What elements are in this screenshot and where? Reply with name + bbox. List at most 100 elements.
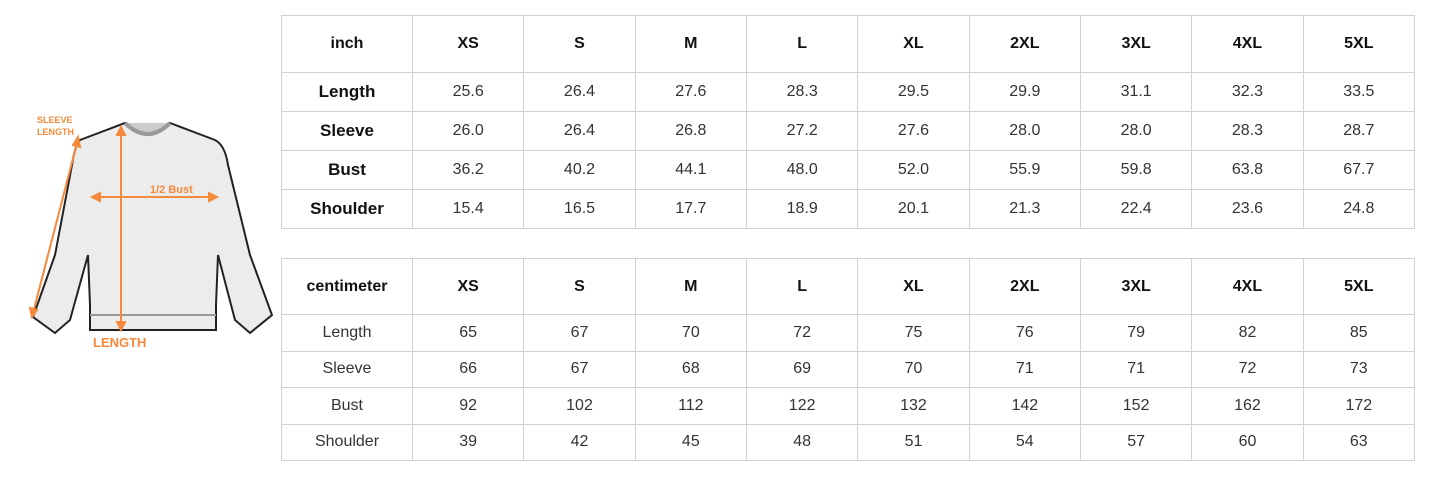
size-header: S (523, 15, 636, 73)
table-cell: 66 (411, 350, 525, 388)
size-header: XS (411, 15, 525, 73)
sweater-diagram: SLEEVE LENGTH 1/2 Bust LENGTH (28, 115, 274, 350)
table-cell: 42 (523, 423, 636, 461)
table-cell: 85 (1302, 314, 1416, 352)
table-cell: 26.4 (523, 72, 636, 112)
size-header: S (523, 258, 636, 315)
length-label: LENGTH (93, 335, 146, 350)
table-cell: 23.6 (1191, 189, 1304, 229)
row-label: Shoulder (281, 189, 413, 229)
table-cell: 73 (1302, 350, 1416, 388)
table-cell: 71 (968, 350, 1081, 388)
table-cell: 24.8 (1302, 189, 1416, 229)
table-cell: 69 (745, 350, 859, 388)
size-header: 3XL (1079, 15, 1193, 73)
table-cell: 26.4 (523, 111, 636, 151)
table-cell: 71 (1079, 350, 1193, 388)
table-cell: 102 (523, 387, 636, 425)
table-cell: 51 (857, 423, 970, 461)
row-label: Length (281, 314, 413, 352)
table-cell: 59.8 (1079, 150, 1193, 190)
size-header: 5XL (1302, 258, 1416, 315)
header-row: centimeter XS S M L XL 2XL 3XL 4XL 5XL (281, 258, 1416, 315)
table-cell: 65 (411, 314, 525, 352)
size-header: XS (411, 258, 525, 315)
table-row: Sleeve 66 67 68 69 70 71 71 72 73 (281, 350, 1416, 388)
table-cell: 40.2 (523, 150, 636, 190)
table-cell: 132 (857, 387, 970, 425)
size-header: L (745, 15, 859, 73)
size-header: 3XL (1079, 258, 1193, 315)
table-cell: 122 (745, 387, 859, 425)
table-cell: 162 (1191, 387, 1304, 425)
table-cell: 18.9 (745, 189, 859, 229)
table-cell: 63 (1302, 423, 1416, 461)
table-row: Sleeve 26.0 26.4 26.8 27.2 27.6 28.0 28.0 28.3 28… (281, 111, 1416, 151)
sweater-icon (31, 121, 274, 335)
table-cell: 20.1 (857, 189, 970, 229)
table-cell: 68 (634, 350, 747, 388)
table-cell: 72 (745, 314, 859, 352)
table-cell: 27.6 (857, 111, 970, 151)
table-cell: 31.1 (1079, 72, 1193, 112)
table-cell: 39 (411, 423, 525, 461)
table-row: Length 65 67 70 72 75 76 79 82 85 (281, 314, 1416, 352)
table-cell: 45 (634, 423, 747, 461)
size-header: 4XL (1191, 258, 1304, 315)
table-cell: 32.3 (1191, 72, 1304, 112)
table-cell: 29.9 (968, 72, 1081, 112)
table-cell: 70 (634, 314, 747, 352)
table-cell: 22.4 (1079, 189, 1193, 229)
row-label: Length (281, 72, 413, 112)
table-cell: 67 (523, 350, 636, 388)
table-cell: 36.2 (411, 150, 525, 190)
table-cell: 17.7 (634, 189, 747, 229)
table-cell: 15.4 (411, 189, 525, 229)
table-row: Bust 92 102 112 122 132 142 152 162 172 (281, 387, 1416, 425)
table-cell: 28.3 (1191, 111, 1304, 151)
size-header: 2XL (968, 15, 1081, 73)
table-cell: 172 (1302, 387, 1416, 425)
table-cell: 44.1 (634, 150, 747, 190)
table-row: Length 25.6 26.4 27.6 28.3 29.5 29.9 31.1 32.3 33… (281, 72, 1416, 112)
table-cell: 26.0 (411, 111, 525, 151)
half-bust-label: 1/2 Bust (150, 184, 193, 196)
table-cell: 28.0 (968, 111, 1081, 151)
unit-header: centimeter (281, 258, 413, 315)
table-cell: 79 (1079, 314, 1193, 352)
row-label: Sleeve (281, 350, 413, 388)
header-row: inch XS S M L XL 2XL 3XL 4XL 5XL (281, 15, 1416, 73)
size-header: XL (857, 258, 970, 315)
table-row: Shoulder 39 42 45 48 51 54 57 60 63 (281, 423, 1416, 461)
table-cell: 29.5 (857, 72, 970, 112)
row-label: Bust (281, 150, 413, 190)
size-header: XL (857, 15, 970, 73)
table-cell: 67 (523, 314, 636, 352)
table-cell: 28.0 (1079, 111, 1193, 151)
cm-size-table: centimeter XS S M L XL 2XL 3XL 4XL 5XL Length 65 6… (281, 258, 1416, 461)
size-header: 4XL (1191, 15, 1304, 73)
table-cell: 54 (968, 423, 1081, 461)
inch-size-table: inch XS S M L XL 2XL 3XL 4XL 5XL Length 25.6 26.4 2… (281, 15, 1416, 229)
table-row: Shoulder 15.4 16.5 17.7 18.9 20.1 21.3 22.4 23.6… (281, 189, 1416, 229)
row-label: Shoulder (281, 423, 413, 461)
size-header: M (634, 15, 747, 73)
table-cell: 21.3 (968, 189, 1081, 229)
table-cell: 67.7 (1302, 150, 1416, 190)
table-cell: 60 (1191, 423, 1304, 461)
table-cell: 48.0 (745, 150, 859, 190)
table-cell: 92 (411, 387, 525, 425)
table-cell: 112 (634, 387, 747, 425)
table-cell: 82 (1191, 314, 1304, 352)
table-cell: 70 (857, 350, 970, 388)
table-cell: 16.5 (523, 189, 636, 229)
table-cell: 48 (745, 423, 859, 461)
table-cell: 26.8 (634, 111, 747, 151)
table-cell: 28.3 (745, 72, 859, 112)
table-cell: 72 (1191, 350, 1304, 388)
unit-header: inch (281, 15, 413, 73)
table-cell: 33.5 (1302, 72, 1416, 112)
table-row: Bust 36.2 40.2 44.1 48.0 52.0 55.9 59.8 63.8 67.7 (281, 150, 1416, 190)
size-header: 5XL (1302, 15, 1416, 73)
table-cell: 57 (1079, 423, 1193, 461)
